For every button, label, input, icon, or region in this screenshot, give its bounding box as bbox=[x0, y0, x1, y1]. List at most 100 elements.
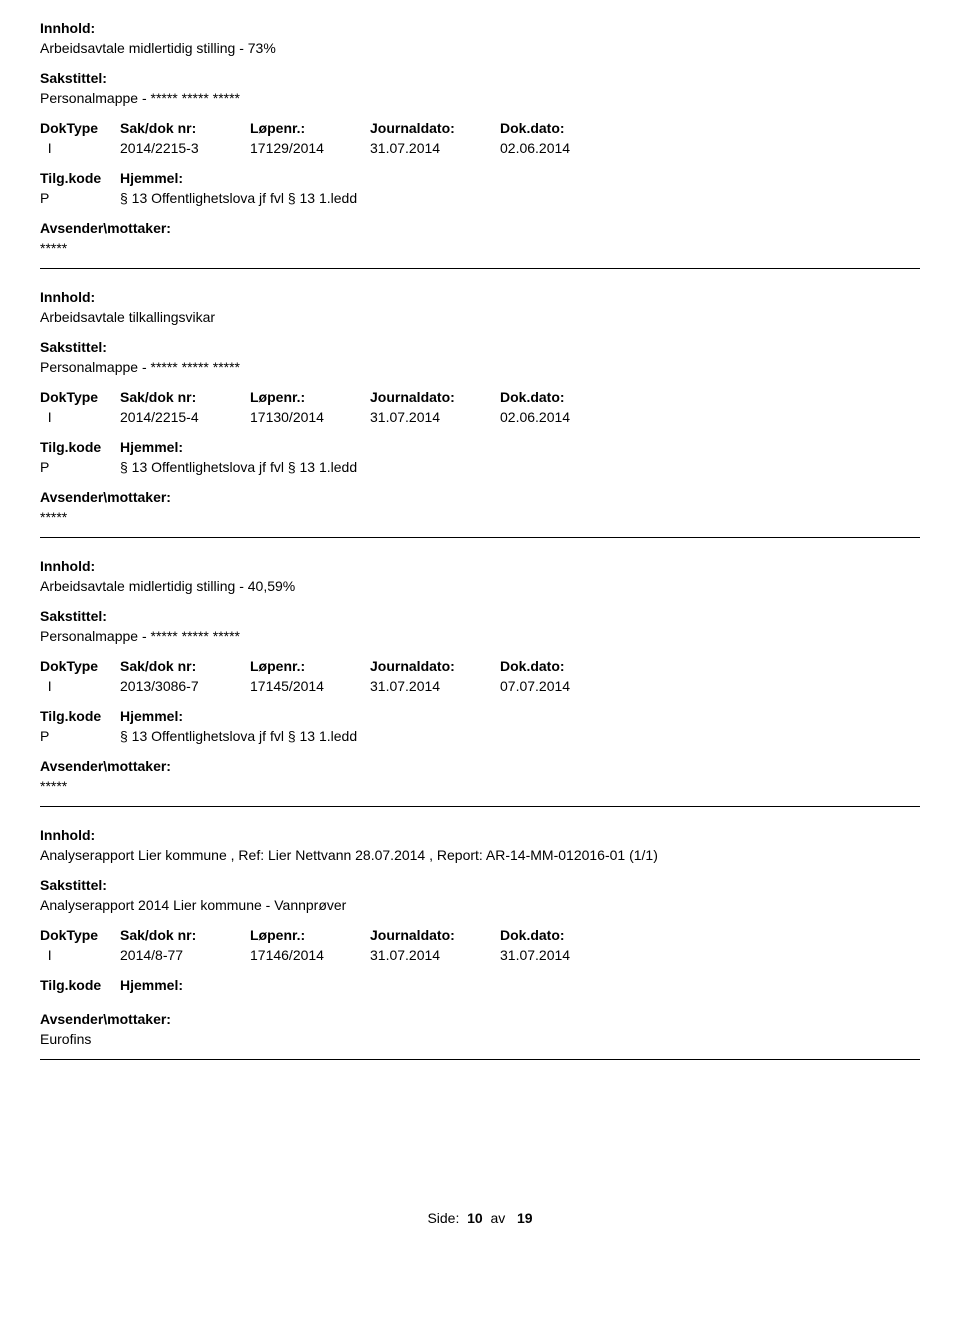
tilg-row: Tilg.kode Hjemmel: bbox=[40, 170, 920, 186]
column-headers: DokType Sak/dok nr: Løpenr.: Journaldato… bbox=[40, 389, 920, 405]
tilgkode-value: P bbox=[40, 459, 120, 475]
tilg-row: Tilg.kode Hjemmel: bbox=[40, 708, 920, 724]
column-headers: DokType Sak/dok nr: Løpenr.: Journaldato… bbox=[40, 120, 920, 136]
dokdato-value: 07.07.2014 bbox=[500, 678, 620, 694]
entry-divider bbox=[40, 1059, 920, 1060]
journaldato-value: 31.07.2014 bbox=[370, 140, 500, 156]
journaldato-value: 31.07.2014 bbox=[370, 678, 500, 694]
hjemmel-value: § 13 Offentlighetslova jf fvl § 13 1.led… bbox=[120, 190, 357, 206]
dokdato-header: Dok.dato: bbox=[500, 927, 620, 943]
entry-divider bbox=[40, 537, 920, 538]
sakstittel-value: Personalmappe - ***** ***** ***** bbox=[40, 90, 920, 106]
innhold-label: Innhold: bbox=[40, 558, 920, 574]
lopenr-header: Løpenr.: bbox=[250, 120, 370, 136]
column-values: I 2014/2215-3 17129/2014 31.07.2014 02.0… bbox=[40, 140, 920, 156]
sakdok-header: Sak/dok nr: bbox=[120, 120, 250, 136]
lopenr-header: Løpenr.: bbox=[250, 389, 370, 405]
hjemmel-label: Hjemmel: bbox=[120, 439, 183, 455]
lopenr-value: 17145/2014 bbox=[250, 678, 370, 694]
footer-total: 19 bbox=[509, 1210, 532, 1226]
column-values: I 2013/3086-7 17145/2014 31.07.2014 07.0… bbox=[40, 678, 920, 694]
avsender-label: Avsender\mottaker: bbox=[40, 489, 920, 505]
dokdato-value: 02.06.2014 bbox=[500, 140, 620, 156]
page-footer: Side: 10 av 19 bbox=[40, 1210, 920, 1226]
doktype-header: DokType bbox=[40, 927, 120, 943]
journaldato-value: 31.07.2014 bbox=[370, 409, 500, 425]
journal-entry: Innhold: Arbeidsavtale midlertidig still… bbox=[40, 20, 920, 269]
innhold-value: Arbeidsavtale midlertidig stilling - 73% bbox=[40, 40, 920, 56]
entry-divider bbox=[40, 268, 920, 269]
sakdok-value: 2014/8-77 bbox=[120, 947, 250, 963]
lopenr-value: 17146/2014 bbox=[250, 947, 370, 963]
hjemmel-value: § 13 Offentlighetslova jf fvl § 13 1.led… bbox=[120, 728, 357, 744]
innhold-value: Arbeidsavtale tilkallingsvikar bbox=[40, 309, 920, 325]
hjemmel-value: § 13 Offentlighetslova jf fvl § 13 1.led… bbox=[120, 459, 357, 475]
hjemmel-value-row: P § 13 Offentlighetslova jf fvl § 13 1.l… bbox=[40, 190, 920, 206]
footer-page-number: 10 bbox=[463, 1210, 486, 1226]
tilg-row: Tilg.kode Hjemmel: bbox=[40, 439, 920, 455]
journaldato-header: Journaldato: bbox=[370, 927, 500, 943]
innhold-label: Innhold: bbox=[40, 289, 920, 305]
sakstittel-label: Sakstittel: bbox=[40, 877, 920, 893]
avsender-value: ***** bbox=[40, 240, 920, 256]
avsender-value: Eurofins bbox=[40, 1031, 920, 1047]
avsender-label: Avsender\mottaker: bbox=[40, 220, 920, 236]
lopenr-header: Løpenr.: bbox=[250, 658, 370, 674]
tilgkode-value: P bbox=[40, 728, 120, 744]
innhold-value: Analyserapport Lier kommune , Ref: Lier … bbox=[40, 847, 920, 863]
hjemmel-label: Hjemmel: bbox=[120, 170, 183, 186]
column-values: I 2014/8-77 17146/2014 31.07.2014 31.07.… bbox=[40, 947, 920, 963]
sakdok-value: 2013/3086-7 bbox=[120, 678, 250, 694]
sakdok-header: Sak/dok nr: bbox=[120, 927, 250, 943]
tilgkode-label: Tilg.kode bbox=[40, 439, 120, 455]
dokdato-value: 31.07.2014 bbox=[500, 947, 620, 963]
doktype-value: I bbox=[40, 947, 120, 963]
journaldato-header: Journaldato: bbox=[370, 120, 500, 136]
tilgkode-label: Tilg.kode bbox=[40, 708, 120, 724]
doktype-header: DokType bbox=[40, 389, 120, 405]
column-headers: DokType Sak/dok nr: Løpenr.: Journaldato… bbox=[40, 658, 920, 674]
avsender-value: ***** bbox=[40, 509, 920, 525]
column-values: I 2014/2215-4 17130/2014 31.07.2014 02.0… bbox=[40, 409, 920, 425]
avsender-value: ***** bbox=[40, 778, 920, 794]
doktype-value: I bbox=[40, 678, 120, 694]
tilgkode-label: Tilg.kode bbox=[40, 977, 120, 993]
dokdato-header: Dok.dato: bbox=[500, 389, 620, 405]
lopenr-value: 17129/2014 bbox=[250, 140, 370, 156]
journaldato-value: 31.07.2014 bbox=[370, 947, 500, 963]
sakstittel-label: Sakstittel: bbox=[40, 608, 920, 624]
tilgkode-label: Tilg.kode bbox=[40, 170, 120, 186]
hjemmel-value-row: P § 13 Offentlighetslova jf fvl § 13 1.l… bbox=[40, 459, 920, 475]
journal-entry: Innhold: Analyserapport Lier kommune , R… bbox=[40, 827, 920, 1060]
sakdok-header: Sak/dok nr: bbox=[120, 658, 250, 674]
doktype-header: DokType bbox=[40, 658, 120, 674]
sakdok-header: Sak/dok nr: bbox=[120, 389, 250, 405]
footer-side-label: Side: bbox=[427, 1210, 459, 1226]
hjemmel-value-row: P § 13 Offentlighetslova jf fvl § 13 1.l… bbox=[40, 728, 920, 744]
sakdok-value: 2014/2215-4 bbox=[120, 409, 250, 425]
sakstittel-value: Personalmappe - ***** ***** ***** bbox=[40, 628, 920, 644]
sakdok-value: 2014/2215-3 bbox=[120, 140, 250, 156]
dokdato-header: Dok.dato: bbox=[500, 658, 620, 674]
doktype-header: DokType bbox=[40, 120, 120, 136]
innhold-label: Innhold: bbox=[40, 827, 920, 843]
journaldato-header: Journaldato: bbox=[370, 389, 500, 405]
journal-entry: Innhold: Arbeidsavtale tilkallingsvikar … bbox=[40, 289, 920, 538]
hjemmel-label: Hjemmel: bbox=[120, 977, 183, 993]
innhold-label: Innhold: bbox=[40, 20, 920, 36]
dokdato-header: Dok.dato: bbox=[500, 120, 620, 136]
innhold-value: Arbeidsavtale midlertidig stilling - 40,… bbox=[40, 578, 920, 594]
lopenr-value: 17130/2014 bbox=[250, 409, 370, 425]
sakstittel-value: Personalmappe - ***** ***** ***** bbox=[40, 359, 920, 375]
tilg-row: Tilg.kode Hjemmel: bbox=[40, 977, 920, 993]
sakstittel-label: Sakstittel: bbox=[40, 70, 920, 86]
entry-divider bbox=[40, 806, 920, 807]
sakstittel-value: Analyserapport 2014 Lier kommune - Vannp… bbox=[40, 897, 920, 913]
journal-entry: Innhold: Arbeidsavtale midlertidig still… bbox=[40, 558, 920, 807]
avsender-label: Avsender\mottaker: bbox=[40, 1011, 920, 1027]
avsender-label: Avsender\mottaker: bbox=[40, 758, 920, 774]
column-headers: DokType Sak/dok nr: Løpenr.: Journaldato… bbox=[40, 927, 920, 943]
tilgkode-value: P bbox=[40, 190, 120, 206]
journaldato-header: Journaldato: bbox=[370, 658, 500, 674]
lopenr-header: Løpenr.: bbox=[250, 927, 370, 943]
